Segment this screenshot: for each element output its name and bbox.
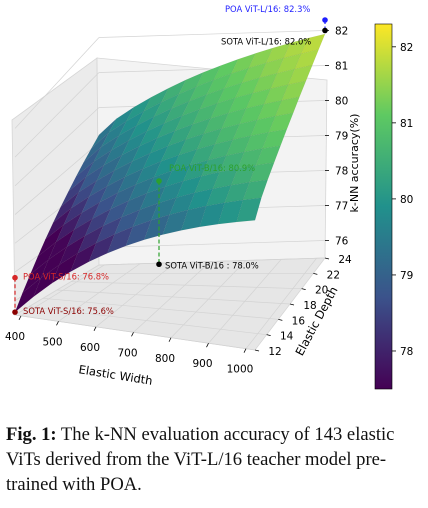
y-tick-mark: [313, 272, 318, 275]
figure-caption: Fig. 1: The k-NN evaluation accuracy of …: [6, 422, 418, 497]
x-tick-label: 600: [80, 342, 100, 354]
surface-chart: POA ViT-L/16: 82.3% SOTA ViT-L/16: 82.0% P…: [5, 4, 413, 390]
caption-text: The k-NN evaluation accuracy of 143 elas…: [6, 424, 395, 495]
wall-gridline: [14, 37, 100, 129]
wall-gridline: [14, 107, 100, 187]
z-tick-label: 79: [335, 131, 348, 143]
data-point-label: SOTA ViT-S/16: 75.6%: [23, 306, 114, 316]
x-tick-label: 400: [5, 331, 25, 343]
x-tick-mark: [206, 343, 209, 348]
surface-patch: [236, 197, 262, 223]
y-tick-label: 20: [315, 285, 328, 297]
x-tick-label: 1000: [227, 364, 254, 376]
colorbar-tick-label: 80: [400, 194, 413, 206]
z-tick-label: 80: [335, 96, 348, 108]
y-tick-mark: [278, 318, 283, 321]
data-point-marker: [12, 309, 18, 315]
z-tick-label: 77: [335, 201, 348, 213]
y-tick-label: 18: [303, 300, 316, 312]
x-tick-mark: [168, 337, 172, 342]
y-tick-mark: [324, 257, 330, 260]
colorbar-ticks: 78 79 80 81 82: [392, 42, 413, 358]
y-tick-label: 24: [338, 254, 352, 266]
floor-gridline: [56, 289, 291, 305]
x-tick-mark: [56, 321, 59, 326]
y-tick-mark: [289, 303, 295, 306]
wall-gridline: [14, 142, 100, 215]
x-axis-label: Elastic Width: [78, 362, 154, 387]
z-tick-label: 76: [335, 236, 349, 248]
y-tick-mark: [254, 349, 260, 352]
wall-gridline: [98, 240, 326, 248]
colorbar-tick-label: 81: [400, 118, 413, 130]
data-point-label: POA ViT-L/16: 82.3%: [225, 4, 310, 14]
colorbar: [374, 23, 393, 390]
data-point-marker: [322, 17, 328, 23]
y-tick-label: 22: [327, 269, 340, 281]
data-point-label: POA ViT-S/16: 76.8%: [23, 272, 109, 282]
accuracy-surface: [14, 33, 326, 313]
data-point-marker: [156, 178, 162, 184]
x-tick-label: 900: [192, 358, 212, 370]
y-tick-label: 16: [292, 315, 306, 327]
floor-gridline: [70, 281, 302, 290]
floor-gridline: [98, 257, 326, 266]
point-annotations: POA ViT-L/16: 82.3% SOTA ViT-L/16: 82.0% P…: [12, 4, 328, 316]
colorbar-tick-label: 79: [400, 270, 413, 282]
floor-gridline: [28, 306, 267, 336]
data-point-label: SOTA ViT-B/16 : 78.0%: [165, 260, 259, 270]
x-tick-label: 500: [42, 336, 62, 348]
x-tick-mark: [131, 332, 134, 337]
z-tick-label: 82: [335, 26, 348, 38]
z-axis-label: k-NN accuracy(%): [348, 114, 361, 213]
wall-gridline: [98, 30, 326, 38]
z-tick-label: 78: [335, 166, 348, 178]
y-tick-mark: [266, 334, 271, 337]
x-tick-label: 800: [155, 353, 175, 365]
colorbar-tick-label: 82: [400, 42, 413, 54]
y-tick-mark: [301, 288, 306, 291]
x-tick-mark: [93, 326, 97, 331]
floor-gridline: [42, 297, 279, 320]
surface-patch: [281, 80, 307, 101]
x-tick-mark: [18, 315, 22, 321]
surface-patch: [287, 64, 313, 85]
z-axis-ticks: 76 77 78 79 80 81 82: [325, 26, 349, 248]
y-axis-ticks: 12 14 16 18 20 22 24: [254, 254, 352, 358]
x-axis-ticks: 400 500 600 700 800 900 1000: [5, 315, 254, 376]
data-point-marker: [12, 274, 18, 281]
x-tick-label: 700: [117, 347, 137, 359]
x-tick-mark: [243, 348, 247, 353]
caption-label: Fig. 1:: [6, 424, 57, 445]
data-point-label: POA ViT-B/16: 80.9%: [169, 163, 255, 173]
y-tick-label: 14: [280, 331, 294, 343]
colorbar-tick-label: 78: [400, 346, 413, 358]
wall-gridline: [14, 72, 100, 158]
data-point-marker: [156, 261, 162, 268]
z-tick-label: 81: [335, 61, 348, 73]
y-tick-label: 12: [268, 346, 281, 358]
data-point-label: SOTA ViT-L/16: 82.0%: [221, 37, 311, 47]
floor-gridline: [14, 314, 256, 351]
